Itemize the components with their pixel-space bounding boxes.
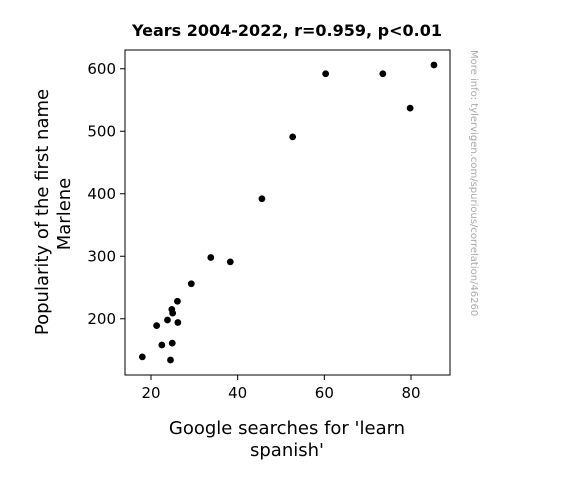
data-point — [174, 319, 182, 326]
data-point — [168, 339, 176, 347]
y-tick-label: 400 — [87, 185, 116, 203]
data-point — [167, 356, 174, 364]
y-axis-ticks: 200 300 400 500 600 — [87, 60, 125, 328]
x-axis-label-line-2: spanish' — [250, 440, 324, 461]
data-point — [164, 316, 171, 324]
data-point — [289, 133, 297, 141]
x-axis-label-line-1: Google searches for 'learn — [169, 418, 405, 439]
data-point — [207, 254, 215, 261]
data-point — [187, 280, 195, 288]
x-tick-label: 40 — [228, 384, 247, 402]
watermark-text: More info: tylervigen.com/spurious/corre… — [468, 50, 479, 316]
y-tick-label: 200 — [87, 310, 116, 328]
data-points — [138, 61, 438, 364]
data-point — [169, 309, 177, 317]
x-tick-label: 60 — [315, 384, 334, 402]
data-point — [322, 70, 330, 78]
data-point — [406, 104, 414, 112]
data-point — [158, 341, 166, 349]
data-point — [430, 61, 438, 69]
y-tick-label: 300 — [87, 247, 116, 265]
x-tick-label: 80 — [401, 384, 420, 402]
plot-background — [125, 50, 450, 375]
data-point — [379, 70, 387, 78]
data-point — [138, 353, 146, 361]
y-tick-label: 500 — [87, 122, 116, 140]
plot-frame — [124, 49, 451, 376]
x-tick-label: 20 — [141, 384, 160, 402]
data-point — [258, 195, 266, 203]
y-axis-label-line-2: Marlene — [54, 178, 75, 251]
chart-title: Years 2004-2022, r=0.959, p<0.01 — [131, 21, 442, 40]
y-axis-label-line-1: Popularity of the first name — [32, 89, 53, 335]
data-point — [174, 297, 181, 305]
plot-area: 20 40 60 80 200 300 400 500 600 — [87, 49, 451, 402]
data-point — [226, 258, 234, 266]
y-tick-label: 600 — [87, 60, 116, 78]
data-point — [153, 322, 161, 330]
x-axis-ticks: 20 40 60 80 — [141, 375, 421, 402]
